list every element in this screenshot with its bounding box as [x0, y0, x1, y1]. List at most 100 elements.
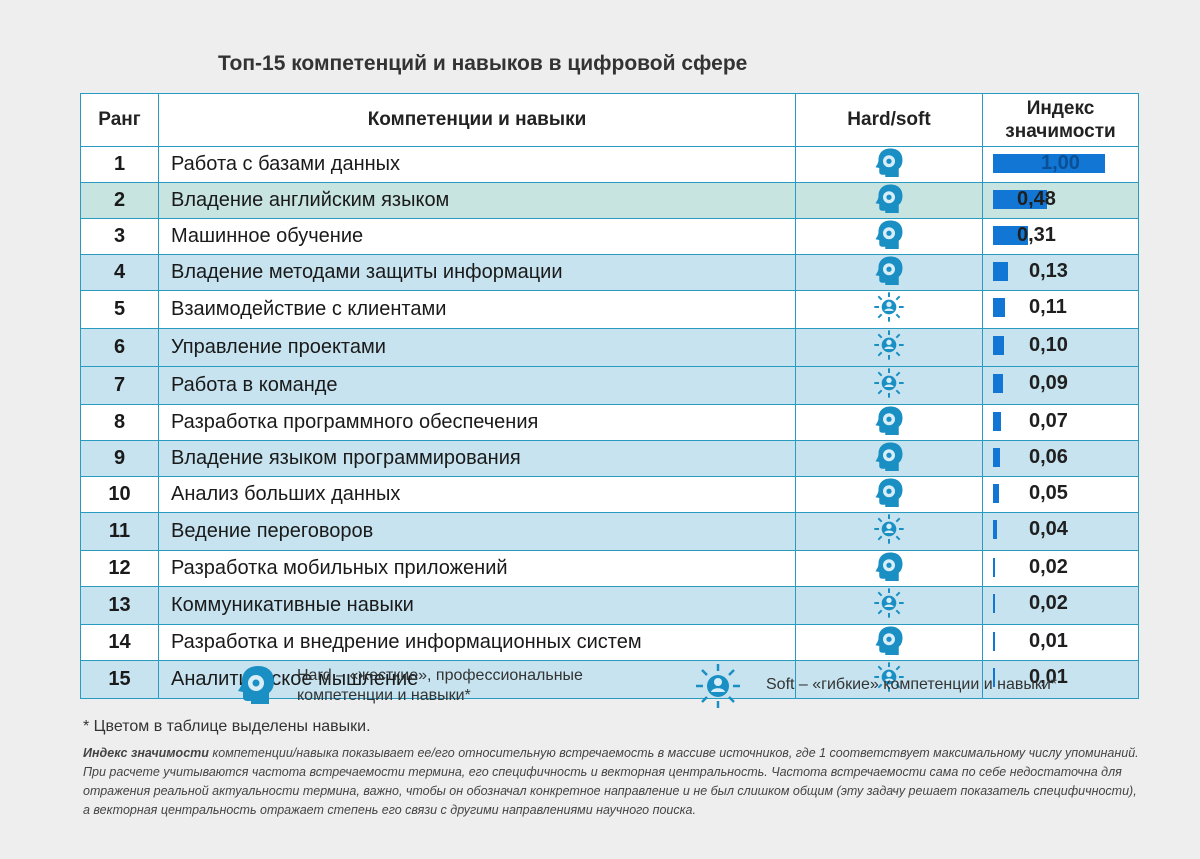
- index-value: 0,01: [1029, 666, 1068, 688]
- type-cell: [795, 366, 983, 405]
- index-cell: 0,48: [982, 182, 1139, 219]
- hard-skill-icon: [874, 219, 904, 254]
- header-name: Компетенции и навыки: [158, 93, 796, 147]
- index-bar: [993, 484, 999, 503]
- soft-skill-icon: [694, 662, 742, 715]
- footnote: * Цветом в таблице выделены навыки.: [83, 718, 371, 735]
- type-cell: [795, 440, 983, 477]
- competency-name-cell: Владение английским языком: [158, 182, 796, 219]
- soft-skill-icon: [873, 661, 905, 698]
- rank-cell: 12: [80, 550, 159, 587]
- index-value: 0,02: [1029, 592, 1068, 614]
- hard-skill-icon: [874, 625, 904, 660]
- index-value: 1,00: [1041, 152, 1080, 174]
- competency-name-cell: Машинное обучение: [158, 218, 796, 255]
- table-row: 9 Владение языком программирования 0,06: [80, 440, 1139, 477]
- table-header-row: Ранг Компетенции и навыки Hard/soft Инде…: [80, 93, 1139, 147]
- competency-name-cell: Взаимодействие с клиентами: [158, 290, 796, 329]
- index-bar: [993, 262, 1008, 281]
- table-row: 2 Владение английским языком 0,48: [80, 182, 1139, 219]
- rank-cell: 2: [80, 182, 159, 219]
- competency-name-cell: Работа с базами данных: [158, 146, 796, 183]
- header-rank: Ранг: [80, 93, 159, 147]
- type-cell: [795, 624, 983, 661]
- hard-skill-icon: [874, 477, 904, 512]
- index-bar: [993, 448, 1000, 467]
- hard-skill-icon: [874, 405, 904, 440]
- rank-cell: 11: [80, 512, 159, 551]
- index-bar: [993, 226, 1028, 245]
- index-cell: 0,07: [982, 404, 1139, 441]
- index-cell: 0,11: [982, 290, 1139, 329]
- index-value: 0,31: [1017, 224, 1056, 246]
- index-bar: [993, 374, 1003, 393]
- legend-soft-text: Soft – «гибкие» компетенции и навыки*: [766, 676, 1058, 693]
- index-cell: 0,13: [982, 254, 1139, 291]
- table-row: 5 Взаимодействие с клиентами 0,11: [80, 290, 1139, 329]
- hard-skill-icon: [874, 183, 904, 218]
- rank-cell: 8: [80, 404, 159, 441]
- index-bar: [993, 668, 995, 687]
- index-value: 0,13: [1029, 260, 1068, 282]
- index-cell: 0,06: [982, 440, 1139, 477]
- table-row: 12 Разработка мобильных приложений 0,02: [80, 550, 1139, 587]
- header-index-line1: Индекс: [1026, 98, 1095, 119]
- soft-skill-icon: [873, 329, 905, 366]
- index-bar: [993, 632, 995, 651]
- type-cell: [795, 146, 983, 183]
- legend-hard-text: Hard – «жесткие», профессиональные компе…: [297, 666, 637, 706]
- index-cell: 0,01: [982, 624, 1139, 661]
- header-type: Hard/soft: [795, 93, 983, 147]
- rank-cell: 3: [80, 218, 159, 255]
- index-cell: 0,04: [982, 512, 1139, 551]
- table-title: Топ-15 компетенций и навыков в цифровой …: [218, 52, 748, 75]
- soft-skill-icon: [873, 587, 905, 624]
- type-cell: [795, 476, 983, 513]
- hard-skill-icon: [874, 441, 904, 476]
- type-cell: [795, 290, 983, 329]
- competencies-table: Ранг Компетенции и навыки Hard/soft Инде…: [80, 93, 1139, 699]
- rank-cell: 14: [80, 624, 159, 661]
- index-bar: [993, 594, 995, 613]
- competency-name-cell: Владение языком программирования: [158, 440, 796, 477]
- index-value: 0,10: [1029, 334, 1068, 356]
- type-cell: [795, 660, 983, 699]
- rank-cell: 7: [80, 366, 159, 405]
- index-bar: [993, 298, 1005, 317]
- index-explanation: Индекс значимости компетенции/навыка пок…: [83, 744, 1143, 820]
- rank-cell: 13: [80, 586, 159, 625]
- type-cell: [795, 404, 983, 441]
- index-value: 0,06: [1029, 446, 1068, 468]
- index-cell: 0,09: [982, 366, 1139, 405]
- index-bar: [993, 412, 1001, 431]
- rank-cell: 1: [80, 146, 159, 183]
- competency-name-cell: Анализ больших данных: [158, 476, 796, 513]
- rank-cell: 10: [80, 476, 159, 513]
- competency-name-cell: Разработка мобильных приложений: [158, 550, 796, 587]
- competency-name-cell: Работа в команде: [158, 366, 796, 405]
- table-body: 1 Работа с базами данных 1,00 2 Владение анг…: [80, 146, 1139, 699]
- table-row: 13 Коммуникативные навыки 0,02: [80, 586, 1139, 625]
- index-value: 0,48: [1017, 188, 1056, 210]
- index-bar: [993, 336, 1004, 355]
- competency-name-cell: Владение методами защиты информации: [158, 254, 796, 291]
- rank-cell: 4: [80, 254, 159, 291]
- type-cell: [795, 328, 983, 367]
- note-term: Индекс значимости: [83, 746, 209, 760]
- index-cell: 0,02: [982, 550, 1139, 587]
- type-cell: [795, 254, 983, 291]
- index-cell: 0,01: [982, 660, 1139, 699]
- competency-name-cell: Ведение переговоров: [158, 512, 796, 551]
- competency-name-cell: Разработка программного обеспечения: [158, 404, 796, 441]
- index-cell: 0,10: [982, 328, 1139, 367]
- index-bar: [993, 558, 995, 577]
- index-value: 0,01: [1029, 630, 1068, 652]
- table-row: 6 Управление проектами 0,10: [80, 328, 1139, 367]
- index-value: 0,07: [1029, 410, 1068, 432]
- table-row: 4 Владение методами защиты информации 0,13: [80, 254, 1139, 291]
- index-bar: [993, 154, 1105, 173]
- type-cell: [795, 512, 983, 551]
- type-cell: [795, 218, 983, 255]
- hard-skill-icon: [236, 664, 276, 709]
- rank-cell: 9: [80, 440, 159, 477]
